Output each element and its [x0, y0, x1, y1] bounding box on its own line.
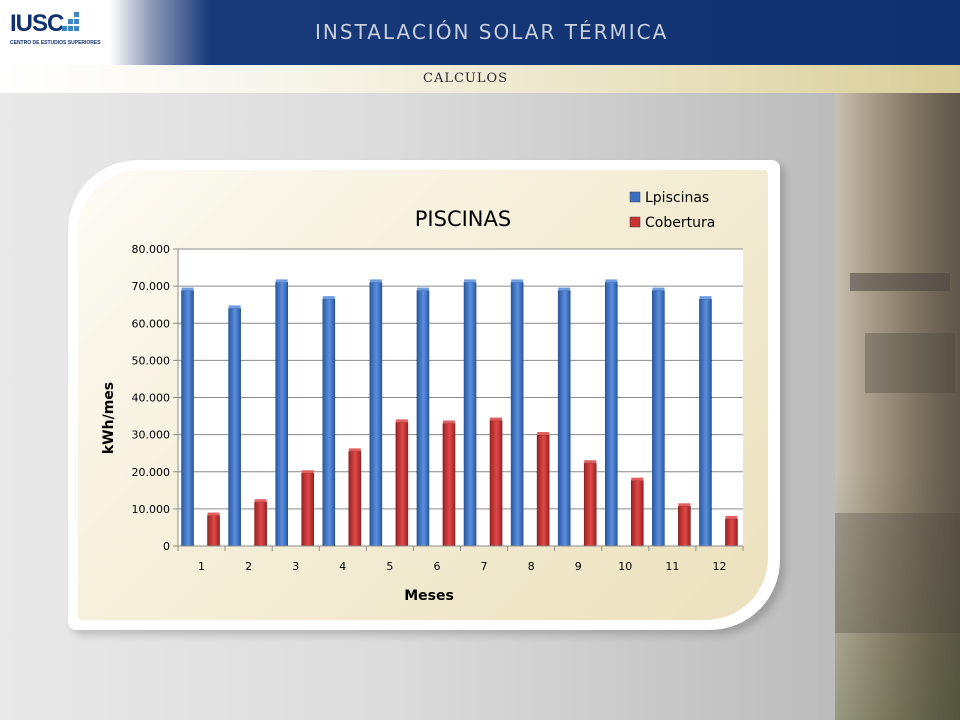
- legend: Lpiscinas Cobertura: [629, 190, 715, 231]
- bar-top-cobertura: [207, 512, 220, 516]
- chart-title: PISCINAS: [415, 207, 511, 231]
- logo-text: IUSC: [10, 10, 64, 37]
- photo-detail: [865, 333, 955, 393]
- bar-lpiscinas: [228, 308, 241, 547]
- bar-lpiscinas: [652, 290, 665, 547]
- bar-chart: PISCINAS 0 10.000 20.000 30.000 40.000 50.000…: [101, 190, 744, 604]
- bar-cobertura: [583, 462, 597, 547]
- background-photo: [835, 93, 960, 720]
- header-bar: IUSC CENTRO DE ESTUDIOS SUPERIORES INSTA…: [0, 0, 960, 65]
- bar-top-cobertura: [725, 515, 738, 519]
- bar-cobertura: [301, 472, 315, 547]
- bar-lpiscinas: [322, 298, 336, 547]
- bar-lpiscinas: [416, 290, 430, 547]
- bar-top-lpiscinas: [416, 287, 429, 291]
- legend-label-cobertura: Cobertura: [645, 215, 715, 231]
- bar-top-lpiscinas: [605, 279, 618, 283]
- bar-top-lpiscinas: [558, 287, 571, 291]
- bar-top-cobertura: [348, 448, 361, 452]
- bar-cobertura: [536, 434, 550, 547]
- bar-top-cobertura: [301, 470, 314, 474]
- subtitle-bar: CALCULOS: [0, 65, 960, 93]
- bar-lpiscinas: [699, 298, 712, 547]
- x-tick-label: 8: [528, 560, 535, 573]
- bar-top-lpiscinas: [322, 296, 335, 300]
- bar-top-cobertura: [442, 420, 455, 424]
- x-tick-label: 7: [481, 560, 488, 573]
- bar-top-lpiscinas: [275, 279, 288, 283]
- bar-lpiscinas: [557, 290, 571, 547]
- bar-cobertura: [207, 515, 220, 547]
- logo-mark-icon: [62, 12, 79, 31]
- bar-top-cobertura: [631, 477, 644, 481]
- x-axis-label: Meses: [404, 588, 454, 604]
- bar-cobertura: [395, 422, 409, 547]
- bar-lpiscinas: [369, 282, 383, 547]
- bar-cobertura: [489, 420, 503, 547]
- y-axis-label: kWh/mes: [101, 382, 117, 454]
- y-tick-label: 50.000: [132, 354, 171, 367]
- bar-lpiscinas: [463, 282, 477, 547]
- bar-top-cobertura: [678, 503, 691, 507]
- section-subtitle: CALCULOS: [423, 71, 509, 86]
- bar-lpiscinas: [510, 282, 524, 547]
- x-tick-label: 1: [198, 560, 205, 573]
- bar-cobertura: [348, 451, 362, 547]
- y-tick-label: 0: [163, 540, 170, 553]
- bar-lpiscinas: [275, 282, 289, 547]
- bar-top-cobertura: [584, 460, 597, 464]
- y-tick-label: 80.000: [132, 243, 171, 256]
- y-tick-label: 60.000: [132, 317, 171, 330]
- x-tick-label: 11: [665, 560, 679, 573]
- x-axis-ticks: 1 2 3 4 5 6 7 8 9 10 11 12: [177, 545, 744, 573]
- y-tick-label: 70.000: [132, 280, 171, 293]
- bars: [181, 279, 738, 547]
- y-axis-ticks: 0 10.000 20.000 30.000 40.000 50.000 60.000 70.…: [132, 243, 178, 553]
- bar-top-lpiscinas: [228, 305, 241, 309]
- bar-top-cobertura: [395, 419, 408, 423]
- x-tick-label: 2: [245, 560, 252, 573]
- x-tick-label: 6: [433, 560, 440, 573]
- bar-top-lpiscinas: [181, 287, 194, 291]
- iusc-logo: IUSC CENTRO DE ESTUDIOS SUPERIORES: [10, 10, 101, 54]
- y-tick-label: 30.000: [132, 429, 171, 442]
- page-title: INSTALACIÓN SOLAR TÉRMICA: [315, 20, 669, 44]
- y-tick-label: 10.000: [132, 503, 171, 516]
- bar-cobertura: [254, 501, 267, 547]
- photo-detail: [835, 513, 960, 633]
- y-tick-label: 20.000: [132, 466, 171, 479]
- bar-top-lpiscinas: [511, 279, 524, 283]
- logo-subtext: CENTRO DE ESTUDIOS SUPERIORES: [10, 40, 101, 46]
- bar-top-cobertura: [254, 499, 267, 503]
- bar-lpiscinas: [181, 290, 194, 547]
- x-tick-label: 12: [712, 560, 726, 573]
- gridlines: [177, 248, 743, 547]
- x-tick-label: 10: [618, 560, 632, 573]
- bar-cobertura: [630, 480, 644, 547]
- x-tick-label: 9: [575, 560, 582, 573]
- y-tick-label: 40.000: [132, 392, 171, 405]
- bar-top-lpiscinas: [464, 279, 477, 283]
- bar-top-cobertura: [537, 431, 550, 435]
- bar-cobertura: [442, 423, 456, 547]
- bar-lpiscinas: [604, 282, 618, 547]
- legend-swatch-lpiscinas: [629, 191, 641, 203]
- chart-container: PISCINAS 0 10.000 20.000 30.000 40.000 50.000…: [78, 170, 768, 620]
- bar-top-lpiscinas: [369, 279, 382, 283]
- bar-cobertura: [678, 505, 691, 547]
- x-tick-label: 3: [292, 560, 299, 573]
- x-tick-label: 5: [386, 560, 393, 573]
- bar-top-lpiscinas: [652, 287, 665, 291]
- bar-cobertura: [725, 518, 738, 547]
- legend-label-lpiscinas: Lpiscinas: [645, 190, 709, 206]
- x-tick-label: 4: [339, 560, 346, 573]
- bar-top-lpiscinas: [699, 296, 712, 300]
- photo-detail: [850, 273, 950, 291]
- legend-swatch-cobertura: [629, 216, 641, 228]
- bar-top-cobertura: [490, 417, 503, 421]
